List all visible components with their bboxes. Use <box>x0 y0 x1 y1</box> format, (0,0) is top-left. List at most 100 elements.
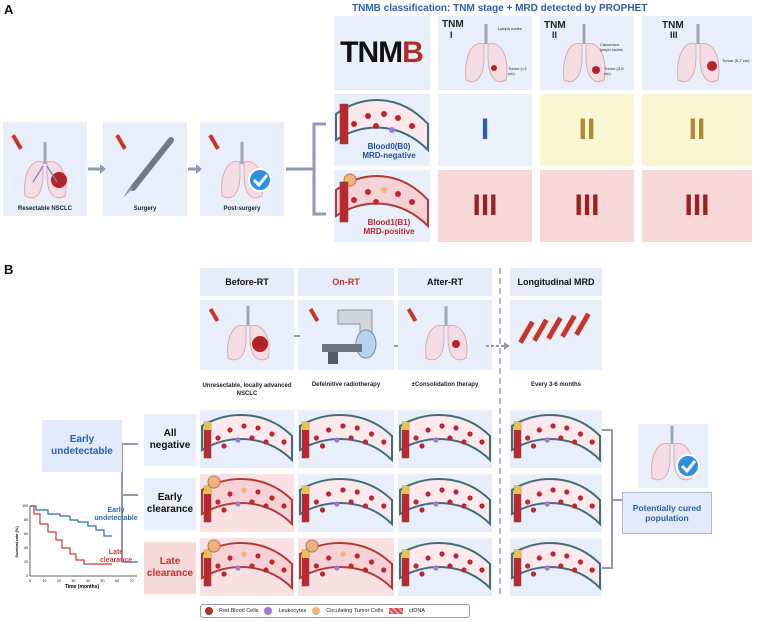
blood-vessel-icon <box>399 478 491 527</box>
km-xtick: 20 <box>57 579 61 583</box>
vessel-negative <box>398 410 492 468</box>
vessel-negative <box>398 474 492 532</box>
tnm-stage: III <box>670 30 678 40</box>
legend: Red Blood Cells Leukocytes Circulating T… <box>200 604 470 618</box>
vessel-negative <box>510 410 602 468</box>
vessel-positive <box>298 538 394 596</box>
grade-cell: III <box>642 170 752 242</box>
blood-name: Blood0(B0) <box>367 142 411 151</box>
group-label: Early clearance <box>144 478 196 530</box>
ctc-icon <box>312 607 321 615</box>
blood-tubes-icon <box>518 312 591 344</box>
step-post-surgery: Post-surgery <box>200 122 284 216</box>
vessel-negative <box>298 474 394 532</box>
km-ytick: 20 <box>24 560 28 564</box>
tnm-label: TNM <box>442 19 464 30</box>
lungs-small-tumor-icon <box>406 306 468 361</box>
tnm-note: Cancerous lymph nodes <box>600 42 623 52</box>
km-xtick: 70 <box>130 579 134 583</box>
vessel-negative <box>398 538 492 596</box>
km-xtick: 10 <box>43 579 47 583</box>
blood-vessel-icon <box>201 475 293 527</box>
panel-a-letter: A <box>4 2 14 17</box>
blood-vessel-icon <box>511 478 601 527</box>
km-ytick: 0 <box>26 574 28 578</box>
blood-vessel-icon <box>299 539 393 591</box>
blood-vessel-icon <box>201 414 293 463</box>
tnm-column-3: TNM III Tumor (5-7 cm) <box>642 16 752 90</box>
grade-cell: II <box>540 94 634 166</box>
vessel-negative <box>200 410 294 468</box>
tnm-label: TNM <box>662 20 684 31</box>
cured-lungs-box <box>638 424 708 488</box>
tnm-note: Tumor (5-7 cm) <box>722 58 750 63</box>
stage-image-before <box>200 300 294 370</box>
stage-caption: Unresectable, locally advanced NSCLC <box>202 383 292 397</box>
tnmb-logo: TNM B <box>334 16 430 90</box>
km-yticks: 0 20 40 60 80 100 <box>22 504 28 578</box>
legend-label: Red Blood Cells <box>219 608 259 614</box>
blood1-text: Blood1(B1) MRD-positive <box>348 218 430 236</box>
vessel-negative <box>510 474 602 532</box>
blood-status: MRD-negative <box>362 151 416 160</box>
vessel-negative <box>510 538 602 596</box>
group-label: All negative <box>144 414 196 466</box>
lungs-tumor-icon <box>11 134 67 199</box>
blood-vessel-icon <box>299 414 393 463</box>
stage-caption: Defeinitive radiotherapy <box>311 382 381 388</box>
blood-vessel-icon <box>299 478 393 527</box>
blood1-box: Blood1(B1) MRD-positive <box>334 170 430 242</box>
legend-label: Circulating Tumor Cells <box>326 608 384 614</box>
km-series-late-label: Late clearance <box>100 549 132 564</box>
km-ytick: 100 <box>22 504 28 508</box>
tnm-stage: I <box>450 30 453 40</box>
step-label: Post-surgery <box>223 206 261 212</box>
km-xtick: 30 <box>72 579 76 583</box>
blood-vessel-negative-icon <box>335 99 429 153</box>
step-label: Resectable NSCLC <box>17 206 73 212</box>
tnm-stage: II <box>552 30 558 40</box>
stage-header: Longitudinal MRD <box>510 268 602 296</box>
grade-cell: I <box>438 94 532 166</box>
km-xlabel: Time (months) <box>65 584 100 590</box>
km-ylabel: Survival rate (%) <box>14 526 19 558</box>
stage-caption: ±Consolidation therapy <box>411 382 479 388</box>
early-undetectable-box: Early undetectable <box>42 420 122 472</box>
lungs-tumor-icon <box>208 306 270 361</box>
blood-vessel-icon <box>201 539 293 591</box>
tnm-column-2: TNM II Cancerous lymph nodes Tumor (3-5 … <box>540 16 634 90</box>
blood-name: Blood1(B1) <box>367 218 411 227</box>
blood-vessel-icon <box>511 542 601 591</box>
rbc-icon <box>205 607 213 615</box>
vessel-positive <box>200 474 294 532</box>
km-ytick: 40 <box>24 546 28 550</box>
blood-vessel-icon <box>511 414 601 463</box>
km-plot: Survival rate (%) Time (months) 0 10 20 30 4… <box>14 504 138 590</box>
blood-vessel-icon <box>399 414 491 463</box>
legend-label: ctDNA <box>409 608 426 614</box>
km-xtick: 0 <box>29 579 31 583</box>
group-label: Late clearance <box>144 542 196 594</box>
blood-vessel-icon <box>399 542 491 591</box>
grade-cell: III <box>438 170 532 242</box>
leukocyte-icon <box>264 607 273 615</box>
km-xtick: 50 <box>101 579 105 583</box>
grade-cell: II <box>642 94 752 166</box>
cured-population-box: Potentially cured population <box>622 492 712 534</box>
blood-status: MRD-positive <box>363 227 415 236</box>
km-xticks: 0 10 20 30 40 50 60 70 <box>29 579 133 583</box>
step-resectable: Resectable NSCLC <box>3 122 87 216</box>
km-xtick: 40 <box>86 579 90 583</box>
lungs-check-icon <box>651 426 700 481</box>
stage-image-on <box>298 300 394 370</box>
km-ytick: 80 <box>24 518 28 522</box>
blood-vessel-positive-icon <box>335 173 429 229</box>
blood0-box: Blood0(B0) MRD-negative <box>334 94 430 166</box>
lungs-icon <box>465 24 508 82</box>
step-label: Surgery <box>133 206 157 212</box>
lungs-check-icon <box>208 134 272 199</box>
km-curve-early <box>30 505 112 537</box>
panel-a-heading: TNMB classification: TNM stage + MRD det… <box>352 3 648 14</box>
stage-header: Before-RT <box>200 268 294 296</box>
